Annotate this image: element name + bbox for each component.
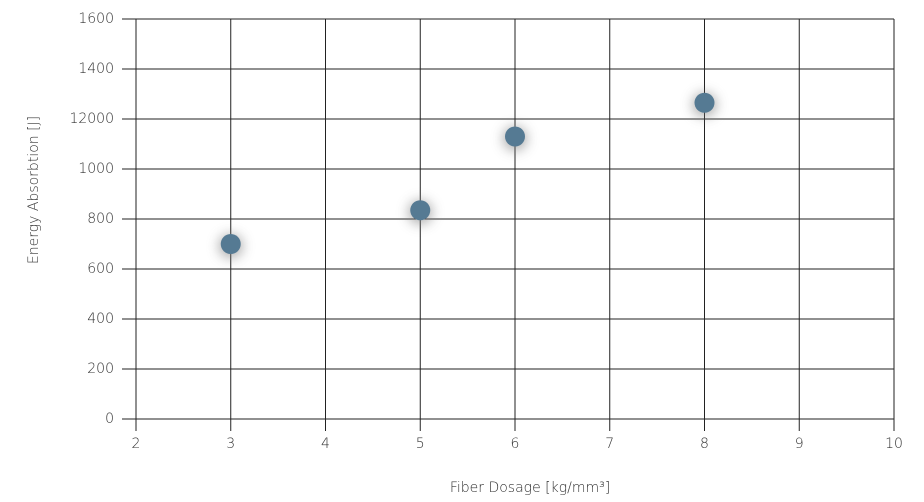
y-tick-label: 1600 bbox=[78, 11, 114, 27]
point bbox=[505, 126, 525, 147]
x-tick-label: 4 bbox=[321, 436, 330, 452]
x-tick-label: 9 bbox=[795, 436, 804, 452]
y-tick-label: 400 bbox=[87, 311, 114, 327]
x-tick-label: 8 bbox=[700, 436, 709, 452]
x-axis-label: Fiber Dosage [kg/mm³] bbox=[450, 480, 610, 496]
point bbox=[410, 200, 431, 221]
x-tick-label: 5 bbox=[416, 436, 425, 452]
point bbox=[220, 234, 241, 254]
x-tick-label: 10 bbox=[885, 436, 903, 452]
y-tick-label: 200 bbox=[87, 361, 114, 377]
y-tick-label: 1000 bbox=[78, 161, 114, 177]
y-axis-label: Energy Absorbtion [J] bbox=[26, 116, 42, 264]
point bbox=[694, 92, 715, 113]
x-tick-label: 7 bbox=[605, 436, 614, 452]
x-tick-label: 2 bbox=[132, 436, 141, 452]
x-tick-label: 6 bbox=[511, 436, 520, 452]
y-tick-label: 600 bbox=[87, 261, 114, 277]
x-tick-label: 3 bbox=[226, 436, 235, 452]
y-tick-label: 800 bbox=[87, 211, 114, 227]
y-tick-label: 0 bbox=[105, 411, 114, 427]
y-tick-label: 1400 bbox=[78, 61, 114, 77]
y-tick-label: 12000 bbox=[69, 111, 114, 127]
